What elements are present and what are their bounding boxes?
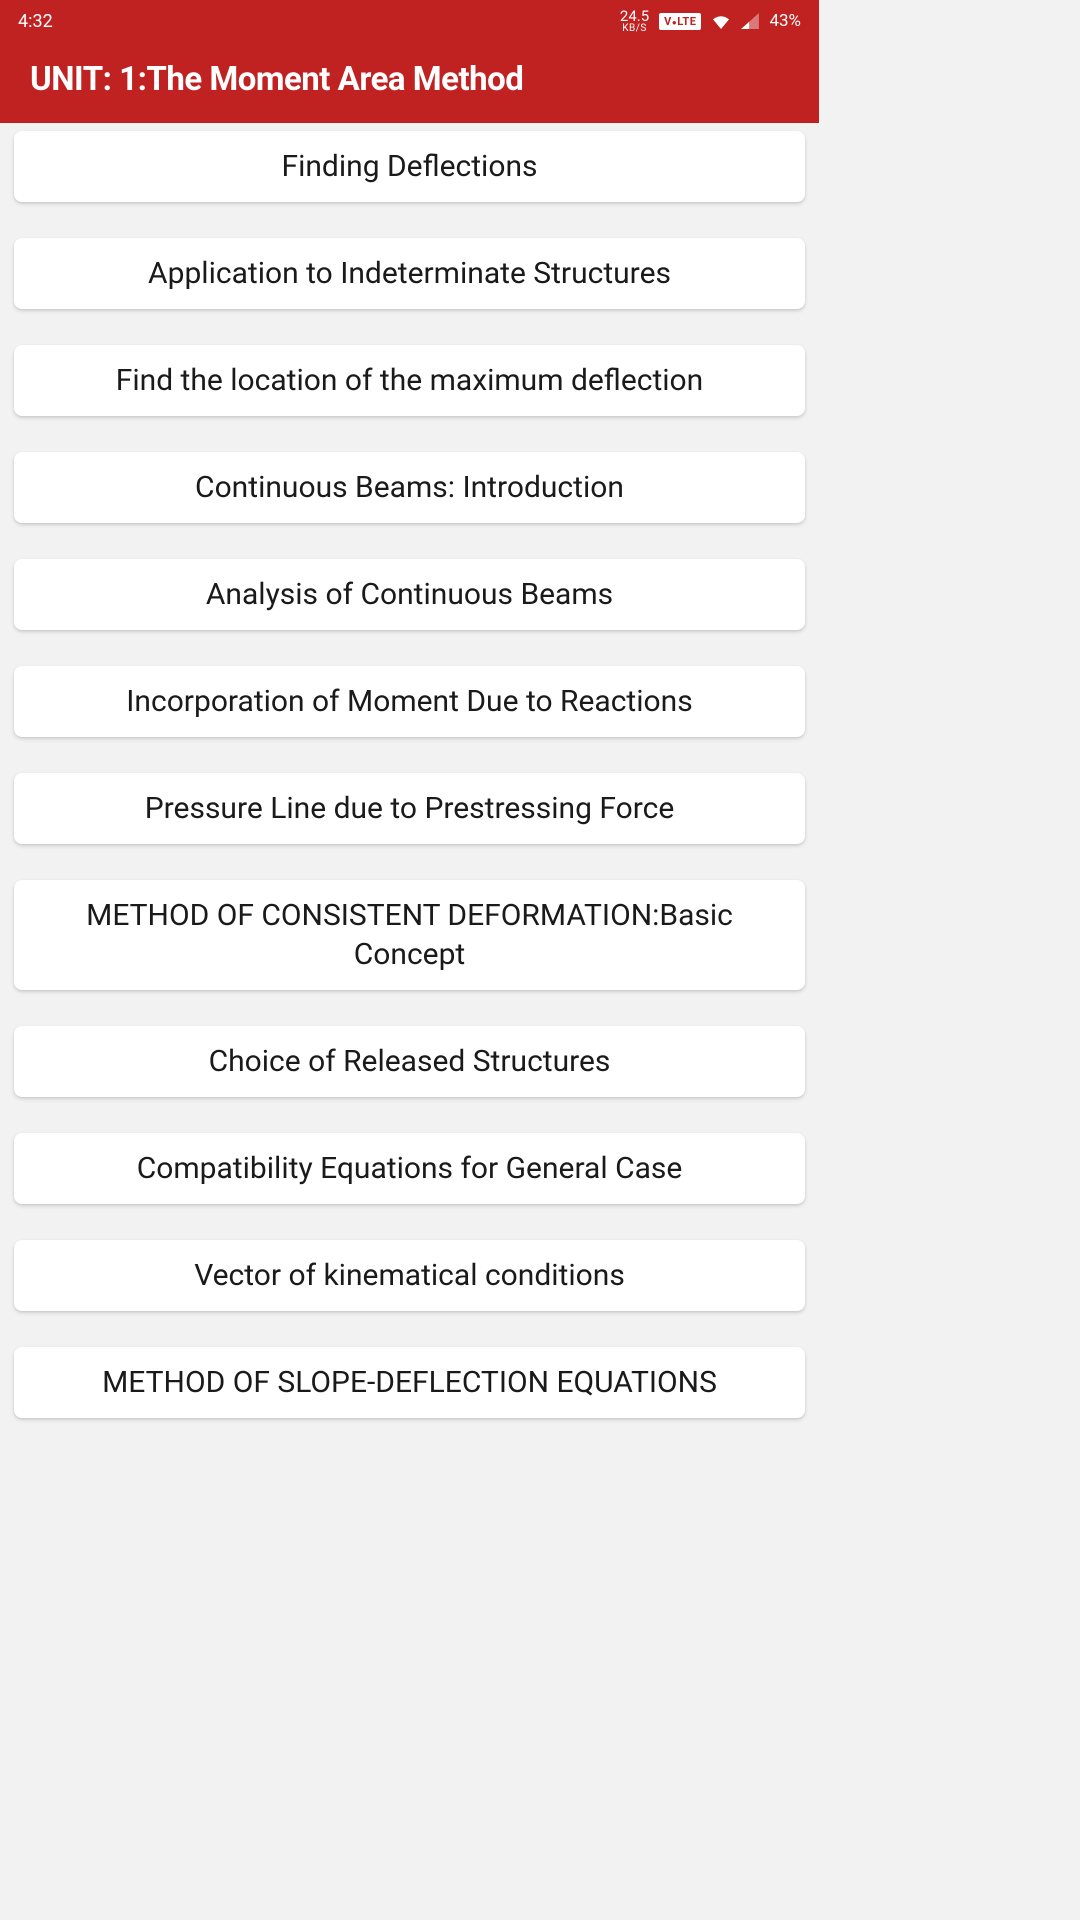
page-title: UNIT: 1:The Moment Area Method: [30, 60, 789, 99]
list-item[interactable]: Finding Deflections: [14, 131, 805, 202]
list-item[interactable]: Compatibility Equations for General Case: [14, 1133, 805, 1204]
list-item-label: Application to Indeterminate Structures: [148, 254, 671, 293]
signal-icon: [741, 13, 759, 29]
status-bar: 4:32 24.5 KB/S V●LTE 43%: [0, 0, 819, 42]
data-rate: 24.5 KB/S: [620, 9, 649, 34]
list-item[interactable]: METHOD OF CONSISTENT DEFORMATION:Basic C…: [14, 880, 805, 990]
list-item[interactable]: Vector of kinematical conditions: [14, 1240, 805, 1311]
app-header: UNIT: 1:The Moment Area Method: [0, 42, 819, 123]
list-item-label: Incorporation of Moment Due to Reactions: [126, 682, 692, 721]
list-item[interactable]: Application to Indeterminate Structures: [14, 238, 805, 309]
battery-percent: 43%: [769, 11, 801, 31]
status-time: 4:32: [18, 11, 53, 32]
list-item-label: METHOD OF SLOPE-DEFLECTION EQUATIONS: [102, 1363, 717, 1402]
list-item-label: METHOD OF CONSISTENT DEFORMATION:Basic C…: [34, 896, 785, 974]
list-item[interactable]: Incorporation of Moment Due to Reactions: [14, 666, 805, 737]
list-item[interactable]: Analysis of Continuous Beams: [14, 559, 805, 630]
wifi-icon: [711, 13, 731, 29]
list-item-label: Pressure Line due to Prestressing Force: [145, 789, 675, 828]
volte-badge: V●LTE: [659, 13, 701, 30]
list-item[interactable]: METHOD OF SLOPE-DEFLECTION EQUATIONS: [14, 1347, 805, 1418]
list-item-label: Choice of Released Structures: [209, 1042, 611, 1081]
topic-list: Finding Deflections Application to Indet…: [0, 123, 819, 1418]
list-item-label: Vector of kinematical conditions: [194, 1256, 625, 1295]
list-item-label: Compatibility Equations for General Case: [137, 1149, 683, 1188]
list-item-label: Finding Deflections: [281, 147, 537, 186]
status-right: 24.5 KB/S V●LTE 43%: [620, 9, 801, 34]
data-rate-value: 24.5: [620, 9, 649, 24]
list-item-label: Analysis of Continuous Beams: [206, 575, 613, 614]
list-item[interactable]: Continuous Beams: Introduction: [14, 452, 805, 523]
data-rate-unit: KB/S: [622, 24, 647, 34]
list-item-label: Continuous Beams: Introduction: [195, 468, 624, 507]
list-item-label: Find the location of the maximum deflect…: [116, 361, 703, 400]
list-item[interactable]: Pressure Line due to Prestressing Force: [14, 773, 805, 844]
list-item[interactable]: Choice of Released Structures: [14, 1026, 805, 1097]
list-item[interactable]: Find the location of the maximum deflect…: [14, 345, 805, 416]
